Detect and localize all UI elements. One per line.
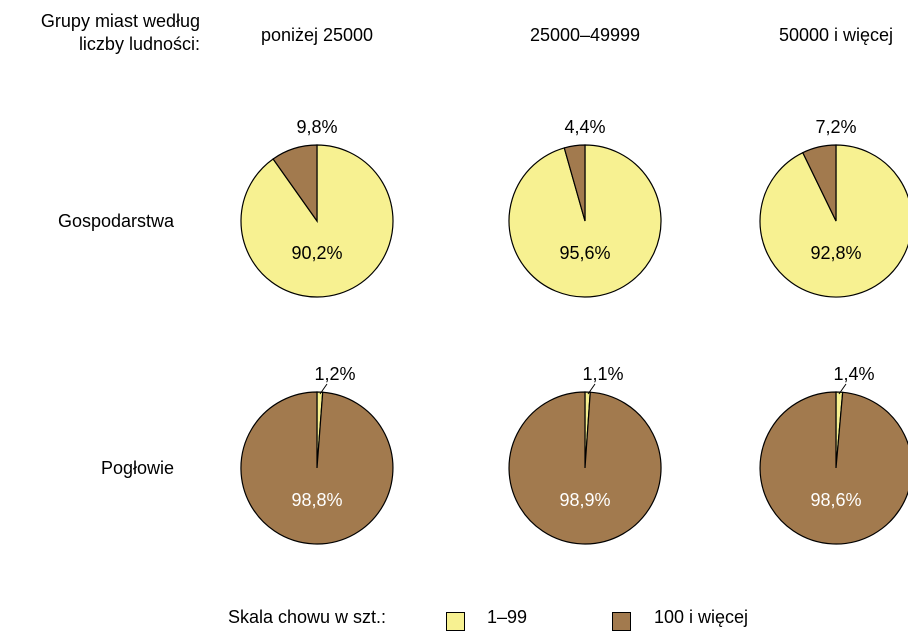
pie-chart-2-1: 98,8% 1,2%: [240, 364, 394, 545]
slice-100-plus: [759, 391, 908, 545]
pie-chart-1-1: 90,2% 9,8%: [240, 117, 394, 298]
slice-1-99: [759, 144, 908, 298]
slice-100-plus: [240, 391, 394, 545]
column-header-large-towns: 50000 i więcej: [778, 25, 894, 45]
pie-value-label-major: 90,2%: [291, 243, 342, 263]
slice-100-plus: [801, 144, 837, 222]
pie-value-label-minor: 1,2%: [314, 364, 355, 384]
column-header-medium-towns: 25000–49999: [529, 25, 641, 45]
slice-100-plus: [508, 391, 662, 545]
pie-value-label-major: 98,6%: [810, 490, 861, 510]
legend-label-small: 1–99: [487, 607, 528, 627]
pie-chart-1-2: 95,6% 4,4%: [508, 117, 662, 298]
leader-line: [838, 383, 847, 395]
pie-value-label-major: 92,8%: [810, 243, 861, 263]
pie-value-label-major: 95,6%: [559, 243, 610, 263]
pie-value-label-minor: 1,1%: [582, 364, 623, 384]
pie-chart-1-3: 92,8% 7,2%: [759, 117, 908, 298]
pie-chart-2-2: 98,9% 1,1%: [508, 364, 662, 545]
legend-title: Skala chowu w szt.:: [228, 607, 387, 627]
group-axis-label-line1: Grupy miast według: [40, 11, 200, 31]
slice-100-plus: [563, 144, 586, 222]
pie-value-label-minor: 7,2%: [815, 117, 856, 137]
column-header-small-towns: poniżej 25000: [260, 25, 374, 45]
row-header-livestock: Pogłowie: [100, 458, 174, 478]
legend-swatch-large: [612, 612, 631, 631]
pie-value-label-major: 98,8%: [291, 490, 342, 510]
legend-label-large: 100 i więcej: [654, 607, 749, 627]
pie-value-label-minor: 4,4%: [564, 117, 605, 137]
leader-line: [319, 383, 328, 395]
group-axis-label-line2: liczby ludności:: [78, 34, 200, 54]
pie-value-label-minor: 9,8%: [296, 117, 337, 137]
group-axis-label: Grupy miast według liczby ludności:: [41, 10, 200, 56]
leader-line: [587, 383, 596, 395]
pie-value-label-minor: 1,4%: [833, 364, 874, 384]
legend-swatch-small: [446, 612, 465, 631]
row-header-households: Gospodarstwa: [57, 211, 174, 231]
pie-value-label-major: 98,9%: [559, 490, 610, 510]
slice-100-plus: [272, 144, 318, 223]
pie-chart-2-3: 98,6% 1,4%: [759, 364, 908, 545]
